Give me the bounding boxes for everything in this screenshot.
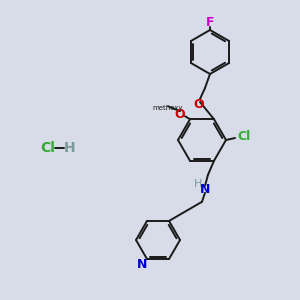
Text: H: H bbox=[64, 141, 76, 155]
Text: N: N bbox=[200, 183, 210, 196]
Text: methoxy: methoxy bbox=[153, 105, 183, 111]
Text: O: O bbox=[194, 98, 204, 110]
Text: Cl: Cl bbox=[237, 130, 250, 142]
Text: F: F bbox=[206, 16, 214, 29]
Text: N: N bbox=[137, 258, 147, 271]
Text: O: O bbox=[175, 108, 185, 121]
Text: Cl: Cl bbox=[40, 141, 56, 155]
Text: H: H bbox=[194, 179, 202, 189]
